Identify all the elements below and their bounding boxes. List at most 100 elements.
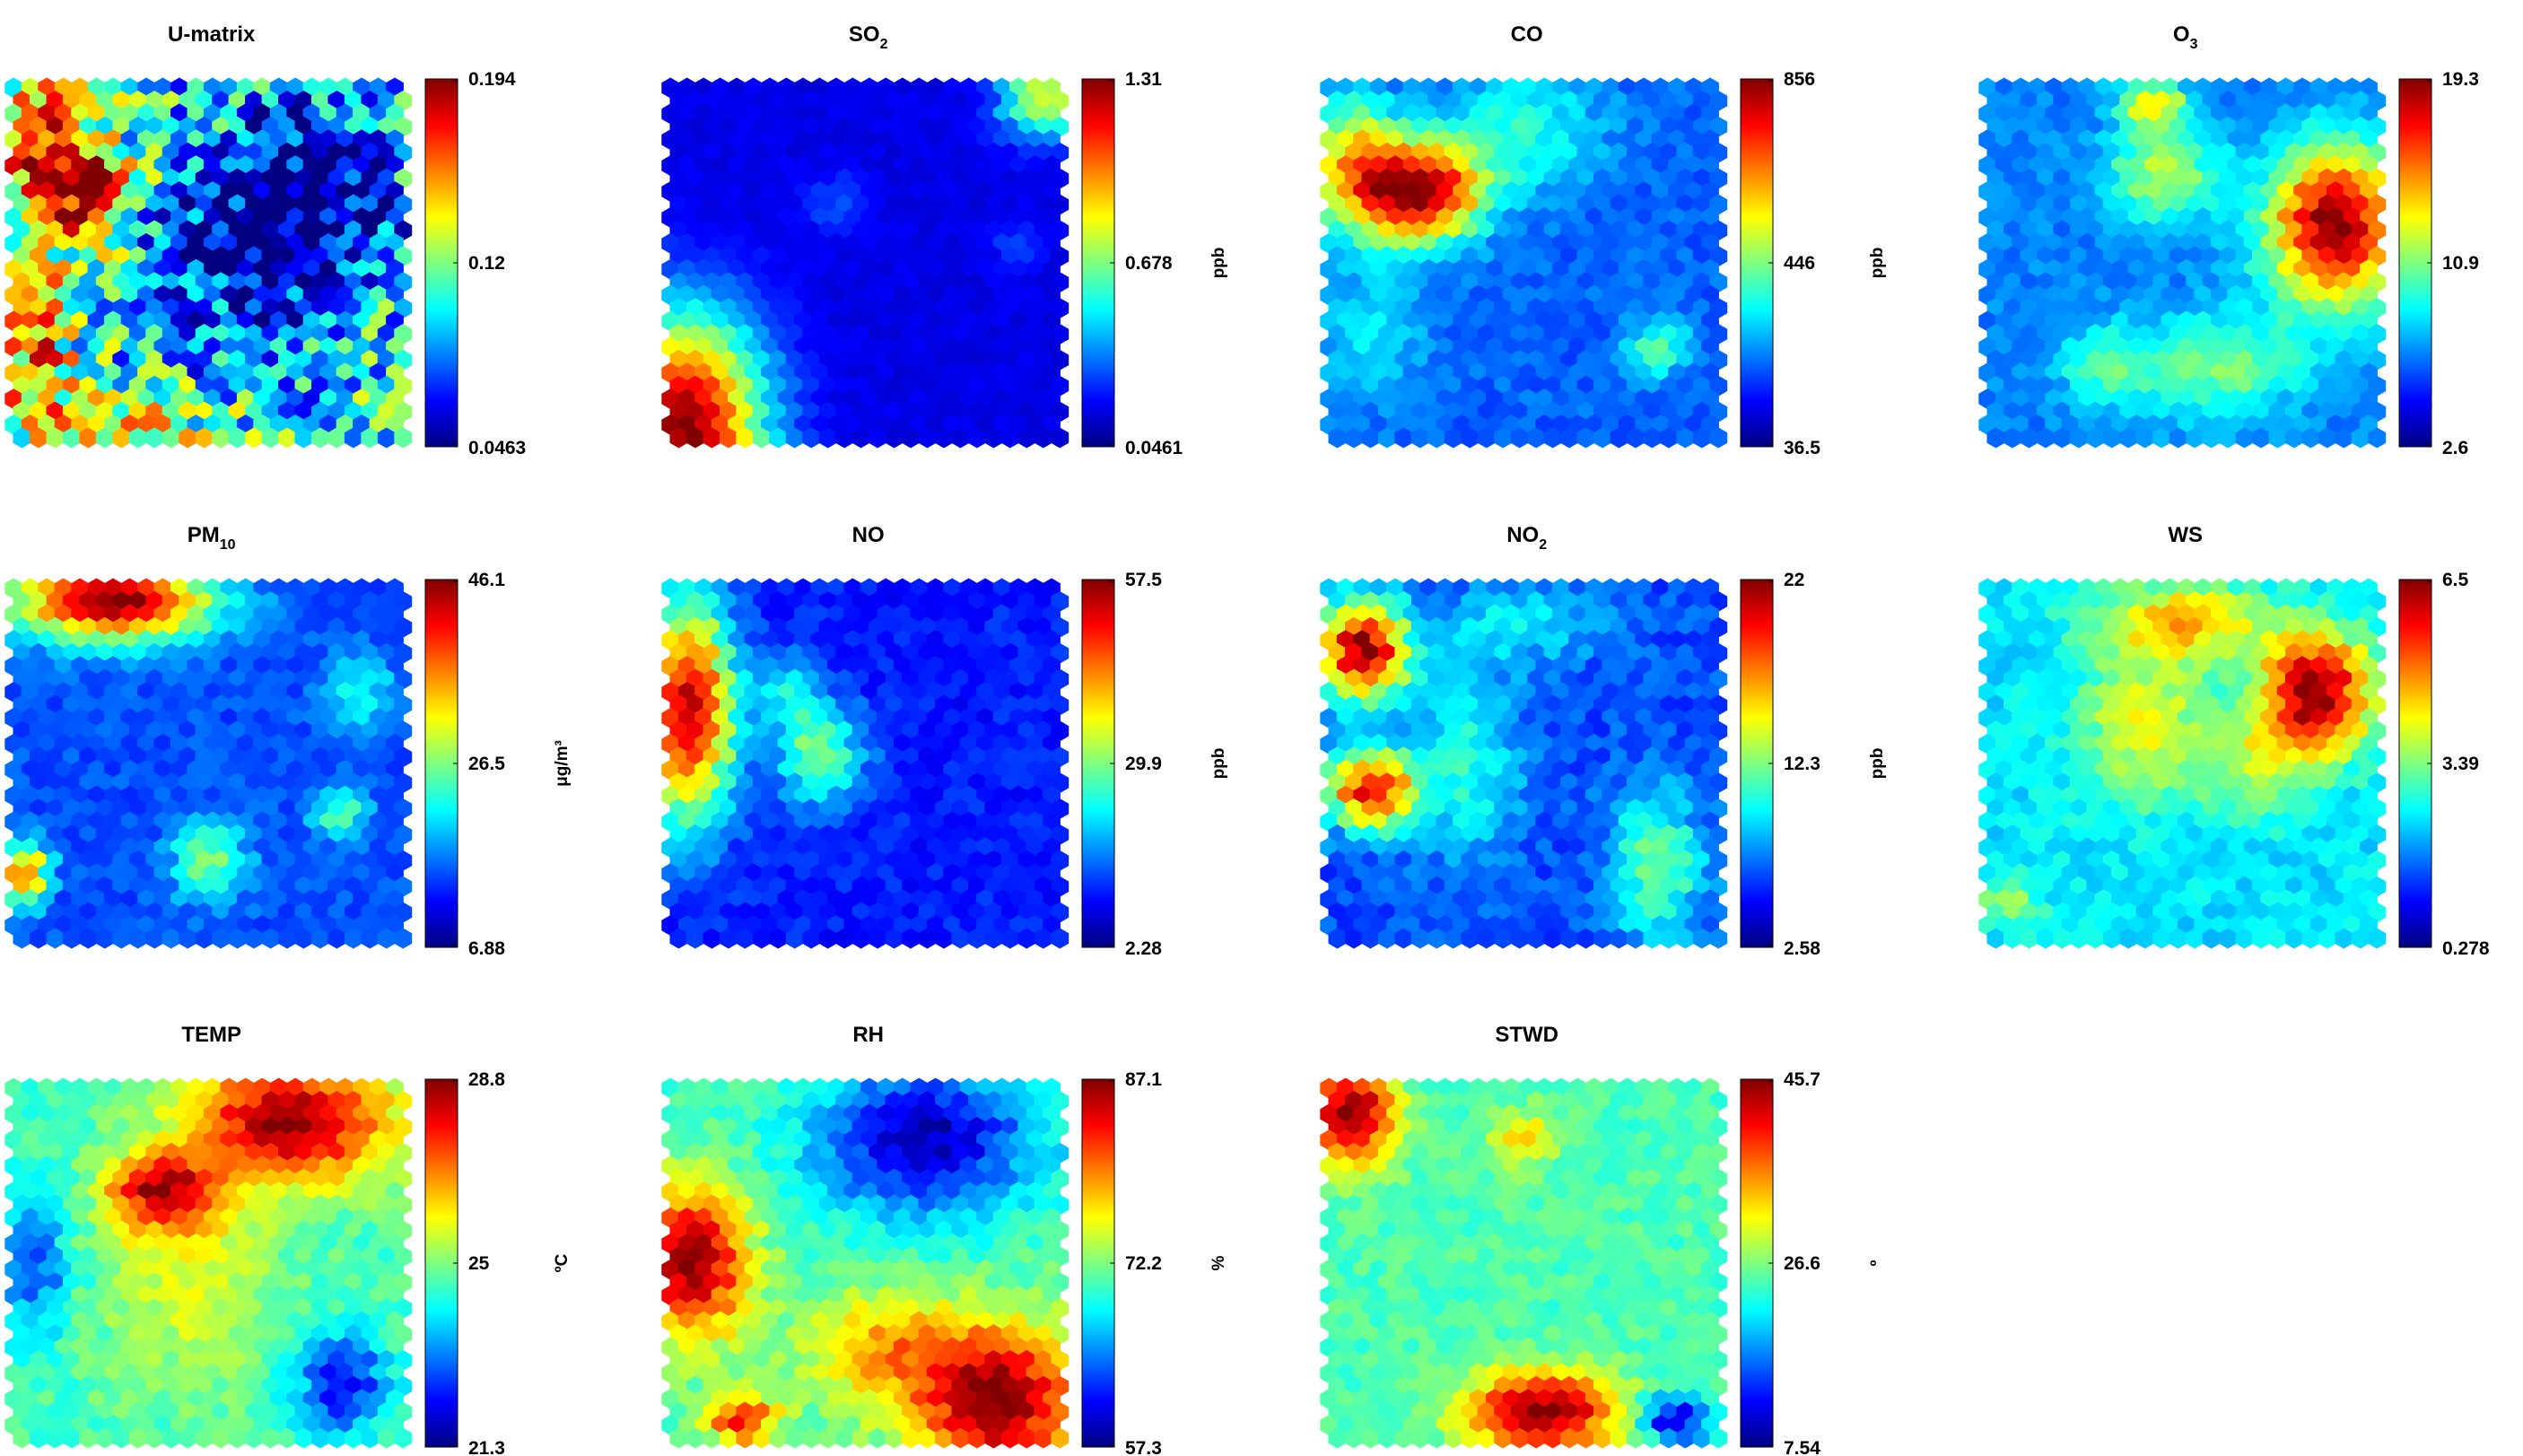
- colorbar-unit-label: ppb: [1209, 248, 1228, 279]
- colorbar-tick-label: 12.3: [1784, 754, 1820, 774]
- colorbar-tick-label: 2.6: [2442, 438, 2468, 458]
- colorbar-unit-label: μg/m³: [553, 740, 572, 787]
- hex-cell: [1543, 427, 1562, 449]
- hex-cell: [394, 427, 413, 449]
- hex-cell: [1461, 427, 1480, 449]
- hex-cell: [1345, 427, 1363, 449]
- hex-cell: [145, 427, 164, 449]
- hex-cell: [245, 427, 263, 449]
- hex-map: [1320, 77, 1728, 449]
- colorbar-tick-label: 0.678: [1125, 253, 1173, 274]
- hex-cell: [984, 427, 1003, 449]
- hex-cell: [1576, 427, 1595, 449]
- hex-cell: [1361, 427, 1380, 449]
- hex-map: [661, 578, 1069, 949]
- colorbar-unit-label: ppb: [1209, 748, 1228, 780]
- hex-cell: [179, 427, 197, 449]
- colorbar: [1081, 78, 1115, 448]
- hex-cell: [1659, 427, 1678, 449]
- colorbar-tick-label: 1.31: [1125, 69, 1162, 90]
- panel-no: NO 57.5 29.9 2.28 ppb: [661, 523, 1228, 959]
- hex-cell: [13, 427, 31, 449]
- hex-cell: [802, 427, 821, 449]
- hex-cell: [294, 427, 313, 449]
- hex-cell: [835, 427, 854, 449]
- colorbar-tick-label: 0.0461: [1125, 438, 1183, 458]
- colorbar: [2398, 78, 2432, 448]
- panel-title: U-matrix: [168, 22, 256, 47]
- hex-cell: [686, 427, 704, 449]
- hex-cell: [869, 427, 886, 449]
- colorbar-tick-label: 0.194: [468, 69, 516, 90]
- colorbar: [1081, 579, 1115, 948]
- hex-cell: [344, 427, 362, 449]
- hex-cell: [1527, 427, 1545, 449]
- colorbar-tick-label: 10.9: [2442, 253, 2479, 274]
- panel-u-matrix: U-matrix 0.194 0.12 0.0463: [4, 22, 526, 458]
- hex-cell: [1643, 427, 1662, 449]
- hex-cell: [885, 427, 904, 449]
- hex-cell: [1494, 427, 1513, 449]
- hex-cell: [1692, 427, 1711, 449]
- hex-cell: [951, 427, 970, 449]
- hex-cell: [62, 427, 81, 449]
- colorbar-tick-label: 0.0463: [468, 438, 526, 458]
- colorbar: [1740, 78, 1774, 448]
- hex-cell: [818, 427, 837, 449]
- hex-cell: [752, 427, 771, 449]
- hex-cell: [1034, 427, 1052, 449]
- colorbar: [424, 78, 458, 448]
- hex-cell: [918, 427, 937, 449]
- colorbar-tick-label: 29.9: [1125, 754, 1162, 774]
- hex-cell: [261, 427, 280, 449]
- hex-map: [1978, 77, 2387, 449]
- hex-map: [4, 77, 413, 449]
- hex-cell: [1377, 427, 1396, 449]
- hex-cell: [212, 427, 230, 449]
- hex-map: [1978, 578, 2387, 949]
- hex-cell: [1394, 427, 1413, 449]
- hex-cell: [1477, 427, 1496, 449]
- hex-cell: [902, 427, 920, 449]
- hex-cell: [79, 427, 98, 449]
- colorbar-tick-label: 26.5: [468, 754, 505, 774]
- hex-cell: [1000, 427, 1019, 449]
- panel-title: CO: [1511, 22, 1543, 47]
- hex-cell: [719, 427, 738, 449]
- hex-cell: [769, 427, 788, 449]
- colorbar-tick-label: 57.5: [1125, 570, 1162, 590]
- hex-cell: [669, 427, 688, 449]
- panel-title: O3: [2173, 22, 2198, 52]
- hex-cell: [1676, 427, 1695, 449]
- hex-map: [1320, 578, 1728, 949]
- colorbar-tick-label: 856: [1784, 69, 1815, 90]
- hex-cell: [1627, 427, 1645, 449]
- hex-cell: [1410, 427, 1429, 449]
- hex-cell: [311, 427, 329, 449]
- hex-cell: [1051, 427, 1069, 449]
- colorbar-tick-label: 22: [1784, 570, 1804, 590]
- hex-cell: [228, 427, 247, 449]
- hex-cell: [128, 427, 147, 449]
- colorbar-tick-label: 46.1: [468, 570, 505, 590]
- hex-cell: [1328, 427, 1347, 449]
- panel-title: WS: [2168, 523, 2203, 547]
- hex-cell: [1560, 427, 1578, 449]
- colorbar-tick-label: 446: [1784, 253, 1815, 274]
- colorbar-tick-label: 36.5: [1784, 438, 1820, 458]
- hex-cell: [1427, 427, 1446, 449]
- panel-title: NO2: [1506, 523, 1547, 553]
- panel-title: NO: [852, 523, 885, 547]
- hex-cell: [112, 427, 131, 449]
- colorbar-tick-label: 0.12: [468, 253, 505, 274]
- hex-cell: [1017, 427, 1036, 449]
- hex-cell: [851, 427, 870, 449]
- hex-map: [4, 578, 413, 949]
- panel-so2: SO2 1.31 0.678 0.0461 ppb: [661, 22, 1228, 458]
- panel-title: SO2: [849, 22, 888, 52]
- colorbar-unit-label: ppb: [1868, 748, 1887, 780]
- colorbar-tick-label: 2.28: [1125, 938, 1162, 959]
